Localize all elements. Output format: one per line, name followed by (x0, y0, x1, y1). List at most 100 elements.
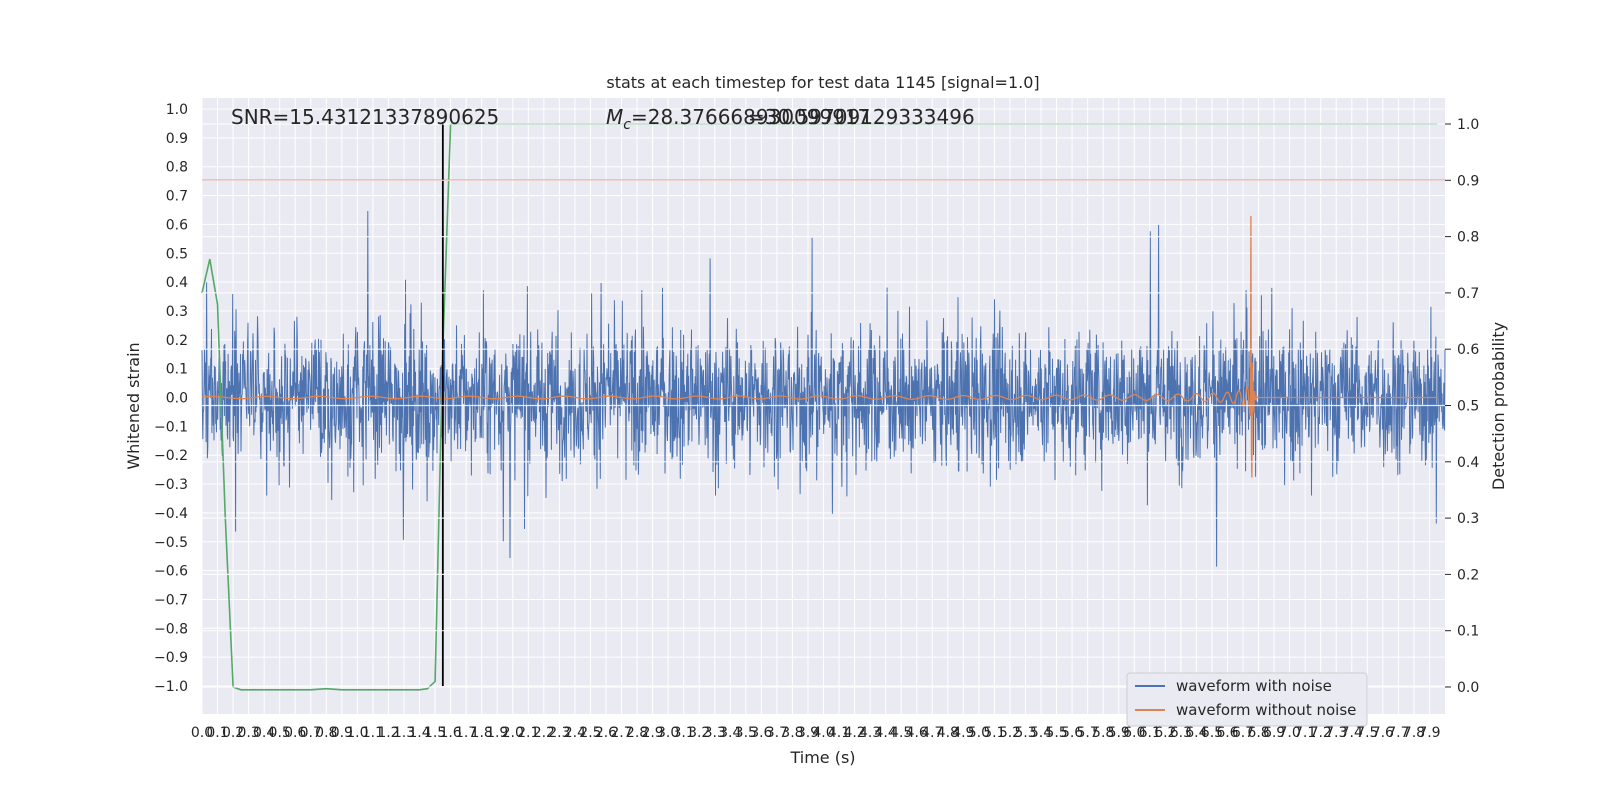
y2-tick-label: 0.4 (1457, 455, 1479, 471)
x-tick-label: 1.0 (346, 725, 368, 741)
y-tick-label: −0.6 (154, 564, 188, 580)
y-tick-label: 0.3 (166, 304, 188, 320)
x-tick-label: 7.0 (1278, 725, 1300, 741)
y-axis-label: Whitened strain (124, 342, 143, 469)
x-tick-label: 4.1 (828, 725, 850, 741)
x-tick-label: 5.8 (1092, 725, 1114, 741)
y-tick-label: −1.0 (154, 679, 188, 695)
y2-tick-label: 0.2 (1457, 567, 1479, 583)
x-tick-label: 4.0 (812, 725, 834, 741)
x-tick-label: 5.3 (1014, 725, 1036, 741)
y-tick-label: 0.6 (166, 217, 188, 233)
x-tick-label: 7.3 (1325, 725, 1347, 741)
y-tick-label: −0.3 (154, 477, 188, 493)
x-tick-label: 2.8 (626, 725, 648, 741)
x-tick-label: 5.9 (1108, 725, 1130, 741)
y2-tick-label: 0.1 (1457, 624, 1479, 640)
x-tick-label: 7.9 (1418, 725, 1440, 741)
x-tick-label: 4.7 (921, 725, 943, 741)
x-tick-label: 6.7 (1232, 725, 1254, 741)
x-tick-label: 0.8 (315, 725, 337, 741)
x-tick-label: 0.0 (191, 725, 213, 741)
x-tick-label: 4.4 (875, 725, 897, 741)
y2-tick-label: 0.6 (1457, 342, 1479, 358)
x-tick-label: 2.0 (502, 725, 524, 741)
mc-subscript: c (623, 117, 631, 133)
y-tick-labels: −1.0 −0.9 −0.8 −0.7 −0.6 −0.5 −0.4 −0.3 −0.2 −0.1… (154, 102, 188, 695)
x-tick-label: 7.5 (1356, 725, 1378, 741)
x-tick-label: 1.9 (486, 725, 508, 741)
x-tick-label: 3.1 (673, 725, 695, 741)
x-tick-labels: 0.00.10.20.30.40.50.60.70.80.91.01.11.21… (191, 725, 1441, 741)
y2-tick-label: 0.9 (1457, 173, 1479, 189)
mc-symbol: M (606, 105, 623, 129)
x-tick-label: 4.5 (890, 725, 912, 741)
x-tick-label: 3.5 (735, 725, 757, 741)
mc-annotation-overlap: =30.59709129333496 (748, 105, 975, 129)
x-tick-label: 1.6 (439, 725, 461, 741)
x-tick-label: 6.2 (1154, 725, 1176, 741)
y-tick-label: −0.1 (154, 419, 188, 435)
x-tick-label: 0.1 (206, 725, 228, 741)
x-tick-label: 2.4 (564, 725, 586, 741)
x-tick-label: 0.6 (284, 725, 306, 741)
y2-tick-label: 0.5 (1457, 399, 1479, 415)
x-tick-label: 3.9 (797, 725, 819, 741)
y-tick-label: −0.9 (154, 650, 188, 666)
y-tick-label: 0.7 (166, 189, 188, 205)
x-tick-label: 6.0 (1123, 725, 1145, 741)
x-tick-label: 1.4 (408, 725, 430, 741)
y-tick-label: 0.1 (166, 362, 188, 378)
x-tick-label: 7.1 (1294, 725, 1316, 741)
waveform-without-noise-line (202, 215, 1438, 478)
waveform-without-noise-series (202, 215, 1438, 478)
x-tick-label: 2.2 (533, 725, 555, 741)
y-tick-label: 0.5 (166, 246, 188, 262)
x-tick-label: 5.1 (983, 725, 1005, 741)
x-tick-label: 0.2 (222, 725, 244, 741)
x-tick-label: 4.8 (937, 725, 959, 741)
y-tick-label: 0.0 (166, 391, 188, 407)
x-tick-label: 1.2 (377, 725, 399, 741)
x-tick-label: 1.1 (362, 725, 384, 741)
y2-tick-label: 0.7 (1457, 286, 1479, 302)
y-tick-label: 1.0 (166, 102, 188, 118)
x-tick-label: 4.3 (859, 725, 881, 741)
x-tick-label: 1.5 (424, 725, 446, 741)
x-tick-label: 3.4 (719, 725, 741, 741)
x-tick-label: 5.6 (1061, 725, 1083, 741)
x-tick-label: 7.2 (1310, 725, 1332, 741)
y-tick-label: 0.9 (166, 131, 188, 147)
x-tick-label: 1.3 (393, 725, 415, 741)
x-tick-label: 0.7 (300, 725, 322, 741)
x-tick-label: 3.6 (750, 725, 772, 741)
grid-y2 (202, 123, 1445, 688)
x-tick-label: 7.6 (1372, 725, 1394, 741)
x-tick-label: 5.7 (1077, 725, 1099, 741)
x-tick-label: 6.9 (1263, 725, 1285, 741)
legend-label-noise: waveform with noise (1176, 677, 1332, 695)
x-tick-label: 0.5 (269, 725, 291, 741)
y2-tick-label: 1.0 (1457, 117, 1479, 133)
x-tick-label: 5.5 (1045, 725, 1067, 741)
y-tick-label: 0.4 (166, 275, 188, 291)
x-axis-label: Time (s) (789, 748, 855, 767)
x-tick-label: 5.0 (968, 725, 990, 741)
chart-title: stats at each timestep for test data 114… (606, 73, 1039, 92)
mc-value: =28.376668930099917 (631, 105, 870, 129)
x-tick-label: 1.8 (471, 725, 493, 741)
legend-label-clean: waveform without noise (1176, 701, 1356, 719)
snr-annotation: SNR=15.43121337890625 (231, 105, 499, 129)
x-tick-label: 2.1 (517, 725, 539, 741)
x-tick-label: 7.7 (1387, 725, 1409, 741)
y2-axis-label: Detection probability (1489, 322, 1508, 490)
y-tick-label: −0.8 (154, 621, 188, 637)
x-tick-label: 4.9 (952, 725, 974, 741)
legend-box (1126, 672, 1368, 727)
x-tick-label: 3.8 (781, 725, 803, 741)
mc-annotation: Mc=28.376668930099917 (606, 105, 870, 133)
x-tick-label: 4.6 (906, 725, 928, 741)
y-tick-label: −0.2 (154, 448, 188, 464)
